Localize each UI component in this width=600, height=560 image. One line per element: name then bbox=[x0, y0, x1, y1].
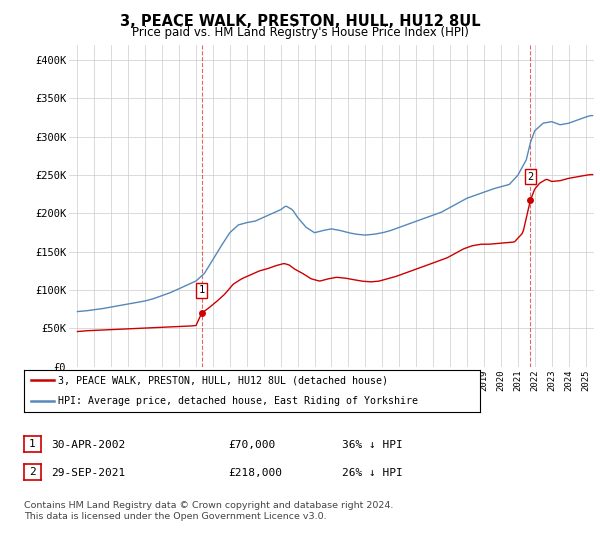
Text: 3, PEACE WALK, PRESTON, HULL, HU12 8UL: 3, PEACE WALK, PRESTON, HULL, HU12 8UL bbox=[119, 14, 481, 29]
Text: £70,000: £70,000 bbox=[228, 440, 275, 450]
Text: 30-APR-2002: 30-APR-2002 bbox=[51, 440, 125, 450]
Point bbox=[197, 309, 206, 318]
Text: 1: 1 bbox=[199, 285, 205, 295]
Text: 36% ↓ HPI: 36% ↓ HPI bbox=[342, 440, 403, 450]
Text: Price paid vs. HM Land Registry's House Price Index (HPI): Price paid vs. HM Land Registry's House … bbox=[131, 26, 469, 39]
Text: Contains HM Land Registry data © Crown copyright and database right 2024.
This d: Contains HM Land Registry data © Crown c… bbox=[24, 501, 394, 521]
Text: 3, PEACE WALK, PRESTON, HULL, HU12 8UL (detached house): 3, PEACE WALK, PRESTON, HULL, HU12 8UL (… bbox=[58, 375, 388, 385]
Text: HPI: Average price, detached house, East Riding of Yorkshire: HPI: Average price, detached house, East… bbox=[58, 396, 418, 406]
Text: 1: 1 bbox=[29, 439, 36, 449]
Text: 2: 2 bbox=[29, 467, 36, 477]
Text: 2: 2 bbox=[527, 172, 533, 181]
Text: 29-SEP-2021: 29-SEP-2021 bbox=[51, 468, 125, 478]
Text: 26% ↓ HPI: 26% ↓ HPI bbox=[342, 468, 403, 478]
Text: £218,000: £218,000 bbox=[228, 468, 282, 478]
Point bbox=[526, 195, 535, 204]
